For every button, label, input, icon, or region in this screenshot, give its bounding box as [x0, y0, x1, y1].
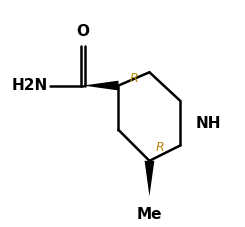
Text: H2N: H2N — [11, 78, 48, 93]
Polygon shape — [83, 81, 118, 90]
Text: NH: NH — [196, 116, 221, 131]
Text: R: R — [156, 141, 165, 154]
Text: R: R — [130, 72, 138, 85]
Text: O: O — [76, 24, 89, 39]
Polygon shape — [145, 161, 154, 196]
Text: Me: Me — [137, 207, 162, 222]
